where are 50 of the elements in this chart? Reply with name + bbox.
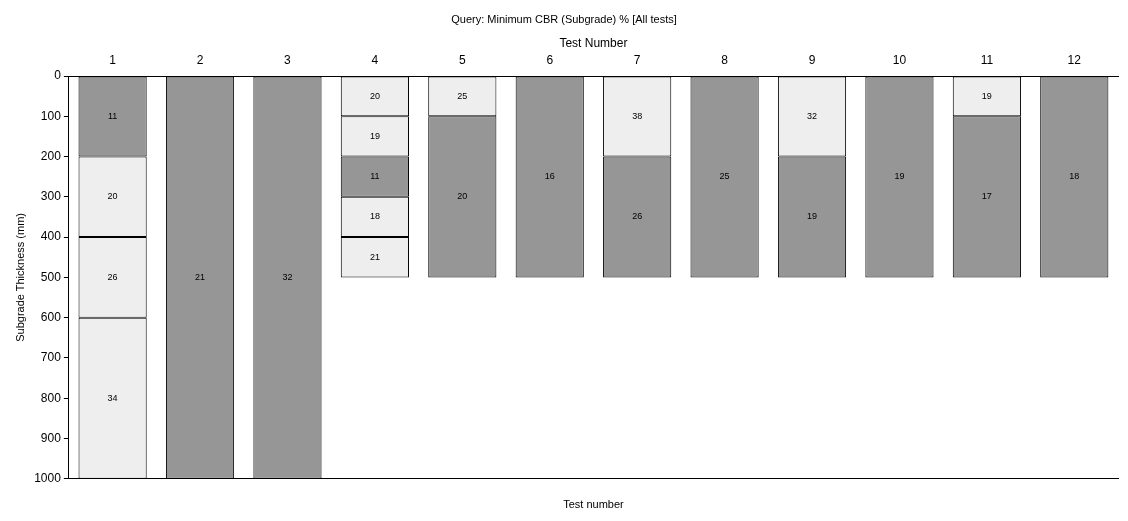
x-tick-label: 6 bbox=[546, 53, 554, 68]
annotation: 21 bbox=[195, 271, 206, 282]
y-tick-label: 200 bbox=[40, 148, 62, 163]
annotation: 25 bbox=[457, 90, 468, 101]
annotation: 20 bbox=[369, 90, 380, 101]
annotation: 21 bbox=[369, 251, 380, 262]
y-tick-label: 700 bbox=[40, 350, 62, 365]
annotation: 17 bbox=[981, 191, 992, 202]
annotation: 25 bbox=[719, 171, 730, 182]
annotation: 18 bbox=[369, 211, 380, 222]
x2-axis-title: Test Number bbox=[559, 35, 628, 50]
annotation: 19 bbox=[894, 171, 905, 182]
chart-title: Query: Minimum CBR (Subgrade) % [All tests] bbox=[451, 12, 677, 25]
x-tick-label: 3 bbox=[284, 53, 292, 68]
x-tick-label: 12 bbox=[1067, 53, 1082, 68]
annotation: 18 bbox=[1069, 171, 1080, 182]
x-tick-label: 9 bbox=[808, 53, 816, 68]
annotation: 11 bbox=[370, 171, 380, 182]
annotation: 26 bbox=[107, 271, 118, 282]
y-tick-label: 100 bbox=[40, 108, 62, 123]
annotation: 19 bbox=[369, 130, 380, 141]
y-tick-label: 300 bbox=[40, 189, 62, 204]
annotation: 34 bbox=[107, 392, 118, 403]
x-tick-label: 10 bbox=[892, 53, 907, 68]
annotation: 26 bbox=[632, 211, 643, 222]
x-tick-label: 5 bbox=[458, 53, 466, 68]
y-tick-label: 1000 bbox=[34, 471, 62, 486]
x-tick-label: 2 bbox=[196, 53, 204, 68]
annotation: 20 bbox=[107, 191, 118, 202]
y-tick-label: 900 bbox=[40, 430, 62, 445]
x-tick-label: 7 bbox=[633, 53, 641, 68]
annotation: 16 bbox=[544, 171, 555, 182]
annotation: 32 bbox=[807, 110, 818, 121]
y-tick-label: 400 bbox=[40, 229, 62, 244]
annotation: 11 bbox=[107, 110, 118, 121]
x-tick-label: 1 bbox=[109, 53, 117, 68]
y-tick-label: 500 bbox=[40, 269, 62, 284]
y-tick-label: 800 bbox=[40, 390, 62, 405]
y-axis-title: Subgrade Thickness (mm) bbox=[13, 213, 26, 342]
x-tick-label: 8 bbox=[721, 53, 729, 68]
annotation: 38 bbox=[632, 110, 643, 121]
x-tick-label: 4 bbox=[371, 53, 379, 68]
y-tick-label: 0 bbox=[54, 68, 62, 83]
y-tick-label: 600 bbox=[40, 309, 62, 324]
x-axis-title: Test number bbox=[563, 498, 625, 511]
annotation: 19 bbox=[807, 211, 818, 222]
annotation: 20 bbox=[457, 191, 468, 202]
x-tick-label: 11 bbox=[980, 53, 994, 68]
annotation: 19 bbox=[981, 90, 992, 101]
annotation: 32 bbox=[282, 271, 293, 282]
